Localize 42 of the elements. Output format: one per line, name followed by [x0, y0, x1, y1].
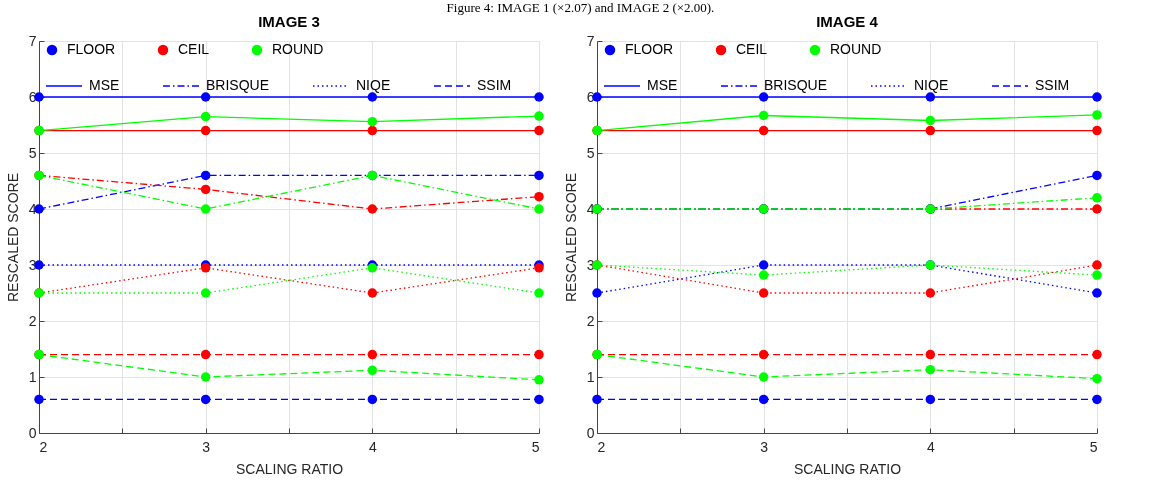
- y-tick-label: 3: [28, 256, 37, 273]
- y-tick-label: 7: [28, 32, 37, 49]
- x-tick-label: 5: [1089, 438, 1098, 455]
- legend-label: FLOOR: [625, 41, 674, 57]
- x-tick-label: 3: [202, 438, 211, 455]
- legend-label: ROUND: [830, 41, 882, 57]
- x-tick-label: 4: [368, 438, 377, 455]
- legend-label: CEIL: [178, 41, 210, 57]
- x-tick-label: 5: [531, 438, 540, 455]
- y-tick-label: 5: [28, 144, 37, 161]
- y-tick-label: 0: [586, 424, 595, 441]
- legend-label: BRISQUE: [764, 77, 828, 93]
- x-axis-title: SCALING RATIO: [793, 460, 902, 477]
- y-tick-label: 7: [586, 32, 595, 49]
- x-tick-label: 3: [760, 438, 769, 455]
- x-tick-label: 4: [926, 438, 935, 455]
- y-tick-label: 4: [586, 200, 595, 217]
- legend-label: NIQE: [356, 77, 391, 93]
- legend-label: CEIL: [736, 41, 768, 57]
- legend-label: MSE: [89, 77, 120, 93]
- legend-label: ROUND: [272, 41, 324, 57]
- x-tick-label: 2: [597, 438, 606, 455]
- y-tick-label: 1: [28, 368, 37, 385]
- legend-label: FLOOR: [67, 41, 116, 57]
- legend-label: SSIM: [477, 77, 512, 93]
- legend-label: NIQE: [914, 77, 949, 93]
- legend-label: MSE: [647, 77, 678, 93]
- legend-label: SSIM: [1035, 77, 1070, 93]
- y-axis-title: RESCALED SCORE: [562, 172, 579, 303]
- y-tick-label: 2: [28, 312, 37, 329]
- x-axis-title: SCALING RATIO: [235, 460, 344, 477]
- caption: Figure 4: IMAGE 1 (×2.07) and IMAGE 2 (×2.00).: [446, 0, 715, 15]
- legend-label: BRISQUE: [206, 77, 270, 93]
- chart-title: IMAGE 3: [258, 13, 320, 30]
- y-tick-label: 2: [586, 312, 595, 329]
- chart-title: IMAGE 4: [816, 13, 879, 30]
- y-tick-label: 0: [28, 424, 37, 441]
- y-axis-title: RESCALED SCORE: [4, 172, 21, 303]
- y-tick-label: 1: [586, 368, 595, 385]
- y-tick-label: 4: [28, 200, 37, 217]
- x-tick-label: 2: [39, 438, 48, 455]
- y-tick-label: 5: [586, 144, 595, 161]
